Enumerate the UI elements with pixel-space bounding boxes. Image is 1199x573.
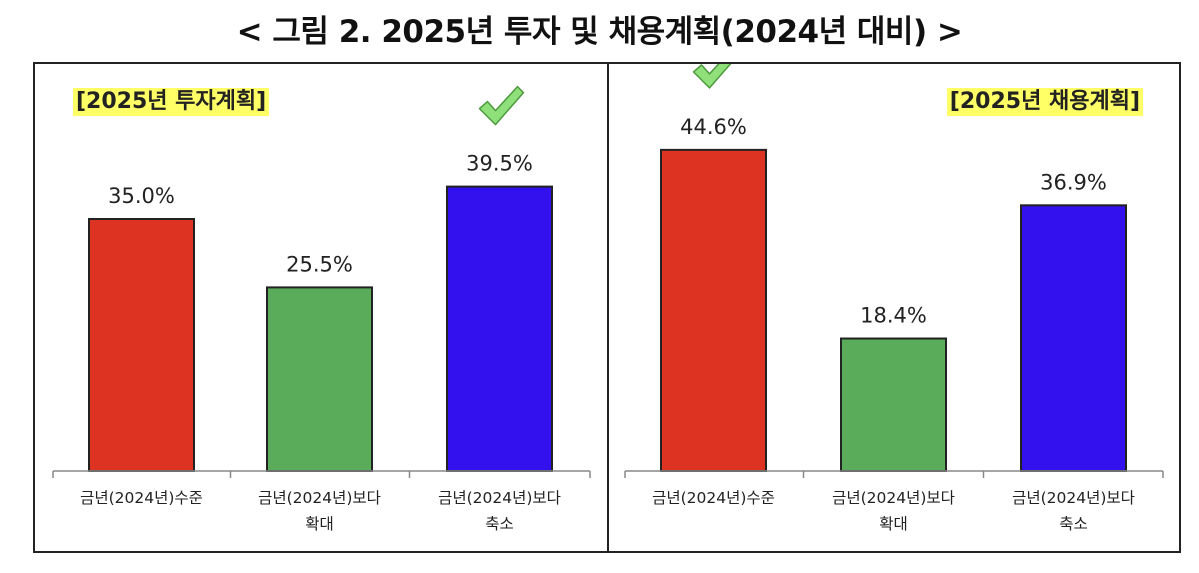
tick-label-1-line-0: 금년(2024년)보다	[258, 489, 381, 507]
figure-title: < 그림 2. 2025년 투자 및 채용계획(2024년 대비) >	[236, 14, 963, 50]
bar-0	[88, 218, 195, 472]
tick-label-0-line-0: 금년(2024년)수준	[80, 489, 203, 507]
tick-label-2-line-0: 금년(2024년)보다	[438, 489, 561, 507]
value-label-1: 25.5%	[286, 252, 353, 276]
tick-label-0-line-0: 금년(2024년)수준	[652, 489, 775, 507]
value-label-2: 36.9%	[1040, 170, 1107, 194]
tick-label-1-line-1: 확대	[879, 515, 908, 533]
tick-label-2-line-0: 금년(2024년)보다	[1012, 489, 1135, 507]
tick-label-1-line-1: 확대	[305, 515, 334, 533]
value-label-1: 18.4%	[860, 304, 927, 328]
checkmark-icon	[478, 85, 525, 126]
bar-1	[266, 286, 373, 472]
tick-label-2-line-1: 축소	[1059, 515, 1088, 533]
checkmark-icon	[692, 64, 732, 89]
panel-divider	[607, 64, 609, 551]
bar-0	[660, 148, 767, 472]
investment-chart-title: [2025년 투자계획]	[73, 88, 270, 116]
value-label-2: 39.5%	[466, 152, 533, 176]
bar-2	[446, 185, 553, 472]
value-label-0: 44.6%	[680, 115, 747, 139]
tick-label-2-line-1: 축소	[485, 515, 514, 533]
investment-plan-chart: [2025년 투자계획] 35.0% 금년(2024년)수준 25.5% 금년(202…	[35, 64, 607, 551]
bar-2	[1020, 204, 1127, 472]
tick-label-1-line-0: 금년(2024년)보다	[832, 489, 955, 507]
value-label-0: 35.0%	[108, 184, 175, 208]
hiring-chart-title: [2025년 채용계획]	[946, 88, 1143, 116]
bar-1	[840, 337, 947, 472]
hiring-plan-chart: [2025년 채용계획] 44.6% 금년(2024년)수준 18.4% 금년(202…	[609, 64, 1179, 551]
charts-frame: [2025년 투자계획] 35.0% 금년(2024년)수준 25.5% 금년(202…	[33, 62, 1181, 553]
